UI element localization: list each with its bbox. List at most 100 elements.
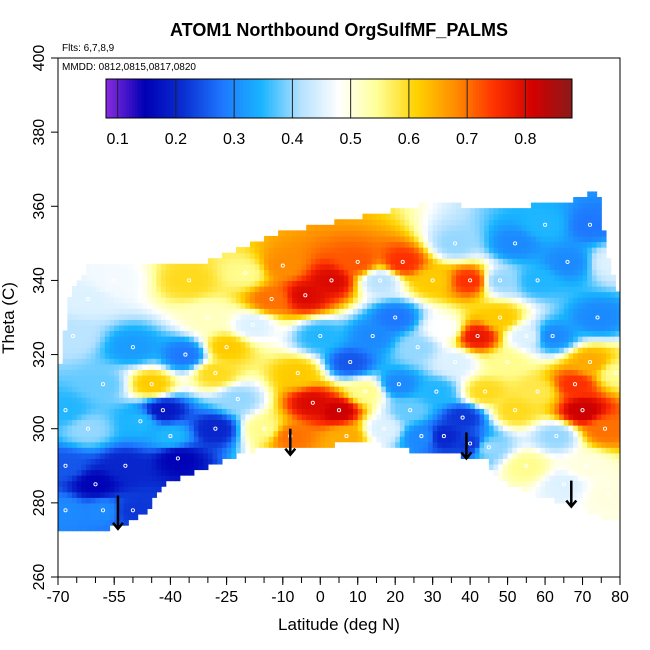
heatmap-cell [357, 319, 364, 326]
heatmap-cell [582, 347, 588, 354]
heatmap-cell [198, 363, 204, 370]
heatmap-cell [381, 241, 387, 248]
heatmap-cell [427, 313, 434, 320]
heatmap-cell [381, 425, 387, 432]
heatmap-cell [315, 380, 321, 387]
heatmap-cell [90, 291, 97, 298]
heatmap-cell [95, 408, 101, 415]
heatmap-cell [179, 341, 186, 348]
heatmap-cell [521, 358, 527, 365]
heatmap-cell [334, 391, 340, 398]
heatmap-cell [531, 480, 537, 487]
heatmap-cell [484, 291, 490, 298]
heatmap-cell [296, 263, 303, 270]
heatmap-cell [221, 397, 228, 404]
heatmap-cell [296, 391, 303, 398]
heatmap-cell [413, 330, 420, 337]
heatmap-cell [549, 363, 556, 370]
heatmap-cell [451, 363, 457, 370]
heatmap-cell [460, 374, 467, 382]
heatmap-cell [559, 413, 565, 421]
heatmap-cell [146, 374, 153, 382]
heatmap-cell [81, 374, 87, 382]
heatmap-cell [437, 224, 443, 231]
heatmap-cell [339, 336, 345, 343]
heatmap-cell [231, 397, 237, 404]
heatmap-cell [423, 347, 429, 354]
heatmap-cell [245, 402, 251, 409]
heatmap-cell [418, 230, 424, 237]
heatmap-cell [268, 341, 275, 348]
heatmap-cell [587, 336, 593, 343]
heatmap-cell [268, 263, 275, 270]
heatmap-cell [114, 463, 120, 471]
heatmap-cell [175, 386, 181, 393]
heatmap-cell [577, 502, 584, 510]
heatmap-cell [465, 219, 471, 226]
heatmap-cell [310, 247, 317, 254]
heatmap-cell [348, 219, 354, 226]
heatmap-cell [512, 285, 518, 293]
heatmap-cell [245, 302, 251, 309]
heatmap-cell [104, 291, 111, 298]
heatmap-cell [531, 258, 537, 265]
heatmap-cell [287, 336, 293, 343]
heatmap-cell [250, 241, 256, 248]
heatmap-cell [353, 347, 359, 354]
heatmap-cell [460, 219, 467, 226]
heatmap-cell [516, 208, 523, 215]
heatmap-cell [217, 391, 223, 398]
heatmap-cell [399, 280, 406, 287]
heatmap-cell [165, 297, 171, 304]
flights-annotation: Flts: 6,7,8,9 [62, 43, 115, 54]
heatmap-cell [413, 369, 420, 376]
heatmap-cell [399, 219, 406, 226]
heatmap-cell [231, 347, 237, 354]
heatmap-cell [559, 452, 565, 459]
heatmap-cell [531, 463, 537, 471]
heatmap-cell [484, 230, 490, 237]
heatmap-cell [329, 302, 335, 309]
heatmap-cell [507, 347, 513, 354]
heatmap-cell [460, 319, 467, 326]
heatmap-cell [418, 213, 424, 220]
heatmap-cell [339, 291, 345, 298]
heatmap-cell [165, 330, 171, 337]
heatmap-cell [114, 363, 120, 370]
heatmap-cell [221, 341, 228, 348]
heatmap-cell [142, 341, 148, 348]
heatmap-cell [535, 447, 541, 454]
heatmap-cell [287, 263, 293, 270]
heatmap-cell [362, 302, 368, 309]
heatmap-cell [179, 469, 186, 476]
heatmap-cell [399, 341, 406, 348]
heatmap-cell [329, 402, 335, 409]
heatmap-cell [151, 475, 157, 482]
heatmap-cell [114, 269, 120, 276]
heatmap-cell [339, 274, 345, 282]
heatmap-cell [221, 419, 228, 426]
heatmap-cell [161, 263, 167, 270]
heatmap-cell [58, 469, 64, 476]
heatmap-cell [334, 419, 340, 426]
heatmap-cell [399, 319, 406, 326]
heatmap-cell [287, 358, 293, 365]
heatmap-cell [479, 352, 485, 359]
heatmap-cell [109, 441, 115, 448]
heatmap-cell [175, 308, 181, 315]
heatmap-cell [90, 363, 97, 370]
heatmap-cell [118, 475, 125, 482]
heatmap-cell [348, 230, 354, 237]
heatmap-cell [395, 230, 401, 237]
heatmap-cell [535, 491, 541, 498]
heatmap-cell [221, 402, 228, 409]
heatmap-cell [526, 230, 532, 237]
heatmap-cell [203, 397, 209, 404]
heatmap-cell [72, 497, 78, 504]
heatmap-cell [282, 319, 289, 326]
heatmap-cell [390, 235, 396, 243]
heatmap-cell [385, 386, 392, 393]
heatmap-cell [357, 430, 364, 437]
heatmap-cell [465, 230, 471, 237]
heatmap-cell [67, 519, 73, 526]
